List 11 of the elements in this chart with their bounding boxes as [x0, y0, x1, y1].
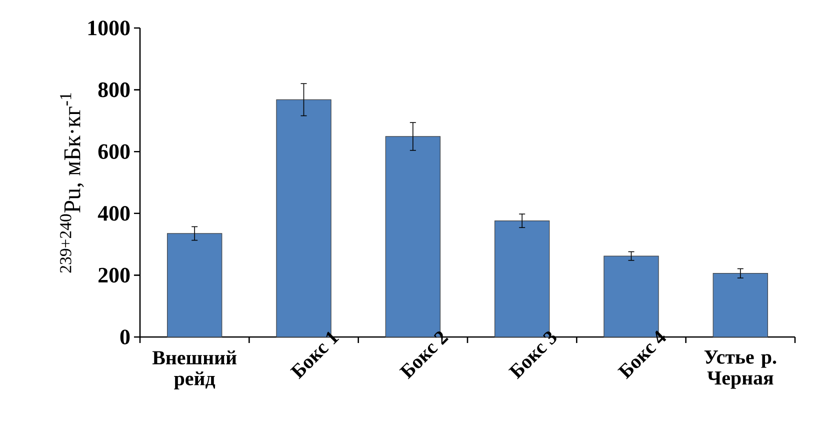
- y-axis-title: $^{239+240}$Pu, мБк·кг$^{-1}$: [60, 93, 84, 273]
- x-tick-label: Устье р. Черная: [704, 350, 776, 389]
- y-tick-label: 0: [120, 330, 130, 344]
- x-tick-label: Внешний рейд: [152, 350, 236, 390]
- bar: [712, 273, 768, 338]
- y-tick-label: 800: [98, 82, 130, 98]
- y-tick-label: 200: [98, 268, 130, 283]
- y-tick-label: 400: [98, 206, 130, 221]
- y-tick-label: 600: [98, 144, 130, 159]
- y-tick-label: 1000: [88, 20, 130, 36]
- bar: [166, 233, 222, 338]
